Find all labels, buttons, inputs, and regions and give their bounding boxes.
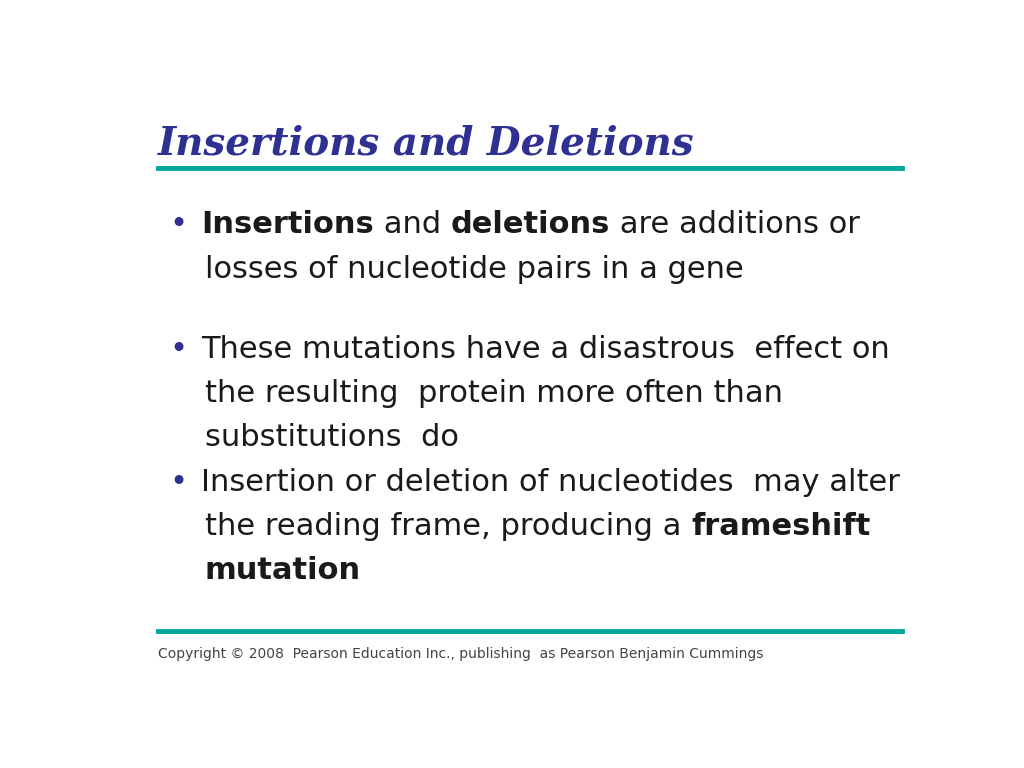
Text: mutation: mutation [205, 556, 361, 585]
Text: losses of nucleotide pairs in a gene: losses of nucleotide pairs in a gene [205, 255, 743, 284]
Text: •: • [169, 210, 187, 240]
Text: frameshift: frameshift [691, 512, 870, 541]
Text: Copyright © 2008  Pearson Education Inc., publishing  as Pearson Benjamin Cummin: Copyright © 2008 Pearson Education Inc.,… [158, 647, 764, 661]
Text: the resulting  protein more often than: the resulting protein more often than [205, 379, 783, 408]
Text: Insertion or deletion of nucleotides  may alter: Insertion or deletion of nucleotides may… [201, 468, 900, 497]
Text: Insertions and Deletions: Insertions and Deletions [158, 124, 694, 163]
Text: Insertions: Insertions [201, 210, 374, 240]
Text: the reading frame, producing a: the reading frame, producing a [205, 512, 691, 541]
Text: substitutions  do: substitutions do [205, 423, 459, 452]
Text: •: • [169, 468, 187, 497]
Text: These mutations have a disastrous  effect on: These mutations have a disastrous effect… [201, 335, 890, 363]
Text: •: • [169, 335, 187, 363]
Text: are additions or: are additions or [610, 210, 860, 240]
Text: and: and [374, 210, 451, 240]
Text: deletions: deletions [451, 210, 610, 240]
